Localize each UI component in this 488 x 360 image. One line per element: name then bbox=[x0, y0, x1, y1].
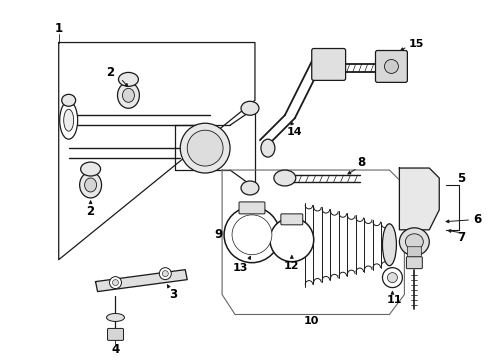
FancyBboxPatch shape bbox=[280, 214, 302, 225]
Circle shape bbox=[224, 207, 279, 263]
Text: 13: 13 bbox=[232, 263, 247, 273]
Text: 2: 2 bbox=[86, 205, 95, 219]
Ellipse shape bbox=[106, 314, 124, 321]
Text: 9: 9 bbox=[214, 228, 222, 241]
Text: 4: 4 bbox=[111, 343, 120, 356]
Text: 10: 10 bbox=[304, 316, 319, 327]
FancyBboxPatch shape bbox=[239, 202, 264, 214]
Text: 5: 5 bbox=[456, 171, 465, 185]
FancyBboxPatch shape bbox=[375, 50, 407, 82]
Text: 15: 15 bbox=[408, 39, 423, 49]
FancyBboxPatch shape bbox=[107, 328, 123, 340]
Text: 2: 2 bbox=[106, 66, 114, 79]
Polygon shape bbox=[399, 168, 438, 230]
Ellipse shape bbox=[382, 224, 396, 266]
Text: 6: 6 bbox=[472, 213, 480, 226]
Circle shape bbox=[384, 59, 398, 73]
Circle shape bbox=[382, 268, 402, 288]
Circle shape bbox=[162, 271, 168, 276]
Ellipse shape bbox=[241, 101, 259, 115]
Ellipse shape bbox=[273, 170, 295, 186]
Ellipse shape bbox=[241, 181, 259, 195]
Ellipse shape bbox=[61, 94, 76, 106]
Ellipse shape bbox=[118, 72, 138, 86]
Text: 1: 1 bbox=[55, 22, 62, 35]
Circle shape bbox=[269, 218, 313, 262]
Ellipse shape bbox=[261, 139, 274, 157]
Circle shape bbox=[112, 280, 118, 285]
Ellipse shape bbox=[117, 82, 139, 108]
Ellipse shape bbox=[405, 234, 423, 250]
Text: 3: 3 bbox=[169, 288, 177, 301]
Ellipse shape bbox=[80, 172, 102, 198]
Text: 8: 8 bbox=[357, 156, 365, 168]
FancyBboxPatch shape bbox=[311, 49, 345, 80]
Circle shape bbox=[159, 268, 171, 280]
Ellipse shape bbox=[399, 228, 428, 256]
FancyBboxPatch shape bbox=[406, 257, 422, 269]
Ellipse shape bbox=[84, 178, 96, 192]
Text: 7: 7 bbox=[456, 231, 464, 244]
Ellipse shape bbox=[122, 88, 134, 102]
Ellipse shape bbox=[81, 162, 101, 176]
Text: 12: 12 bbox=[284, 261, 299, 271]
Circle shape bbox=[109, 276, 121, 289]
Ellipse shape bbox=[60, 101, 78, 139]
Circle shape bbox=[386, 273, 397, 283]
Ellipse shape bbox=[187, 130, 223, 166]
FancyBboxPatch shape bbox=[407, 247, 421, 257]
Circle shape bbox=[232, 215, 271, 255]
Polygon shape bbox=[95, 270, 187, 292]
Ellipse shape bbox=[180, 123, 229, 173]
Ellipse shape bbox=[63, 109, 74, 131]
Text: 11: 11 bbox=[386, 294, 401, 305]
Text: 14: 14 bbox=[286, 127, 302, 137]
